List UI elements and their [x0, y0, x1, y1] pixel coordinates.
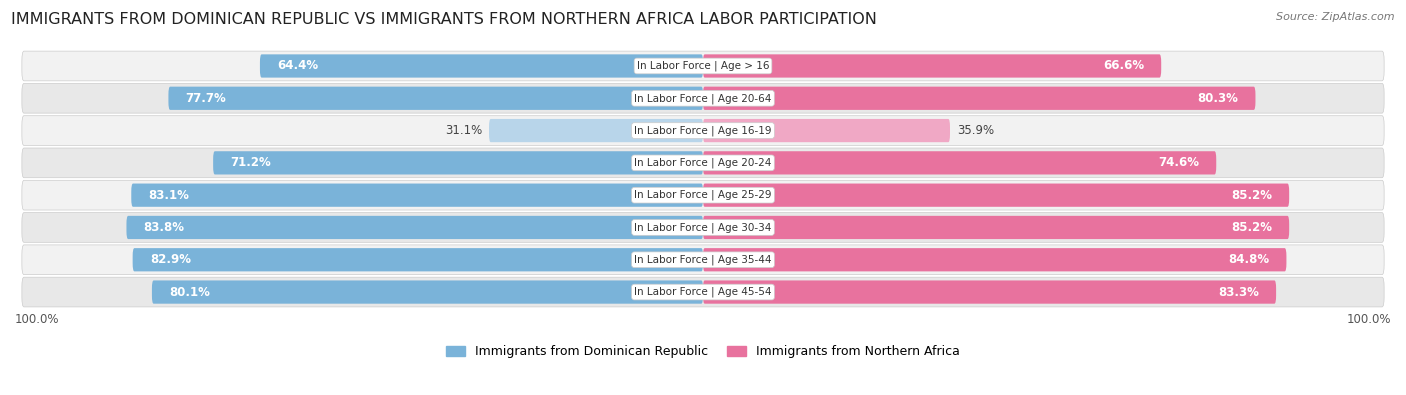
Text: 31.1%: 31.1%: [444, 124, 482, 137]
Text: 80.1%: 80.1%: [169, 286, 209, 299]
Text: 83.8%: 83.8%: [143, 221, 184, 234]
FancyBboxPatch shape: [260, 55, 703, 77]
FancyBboxPatch shape: [22, 83, 1384, 113]
FancyBboxPatch shape: [703, 248, 1286, 271]
Text: In Labor Force | Age 45-54: In Labor Force | Age 45-54: [634, 287, 772, 297]
FancyBboxPatch shape: [22, 245, 1384, 275]
FancyBboxPatch shape: [22, 180, 1384, 210]
Text: 80.3%: 80.3%: [1198, 92, 1239, 105]
FancyBboxPatch shape: [22, 116, 1384, 145]
FancyBboxPatch shape: [214, 151, 703, 175]
FancyBboxPatch shape: [22, 51, 1384, 81]
Text: In Labor Force | Age 35-44: In Labor Force | Age 35-44: [634, 254, 772, 265]
FancyBboxPatch shape: [22, 148, 1384, 178]
Text: 82.9%: 82.9%: [150, 253, 191, 266]
Text: In Labor Force | Age > 16: In Labor Force | Age > 16: [637, 61, 769, 71]
Text: Source: ZipAtlas.com: Source: ZipAtlas.com: [1277, 12, 1395, 22]
Text: 77.7%: 77.7%: [186, 92, 226, 105]
Text: 74.6%: 74.6%: [1159, 156, 1199, 169]
Text: 100.0%: 100.0%: [1347, 313, 1391, 326]
Text: 85.2%: 85.2%: [1232, 189, 1272, 202]
FancyBboxPatch shape: [22, 213, 1384, 242]
FancyBboxPatch shape: [703, 280, 1277, 304]
Text: 85.2%: 85.2%: [1232, 221, 1272, 234]
Text: 83.3%: 83.3%: [1218, 286, 1258, 299]
FancyBboxPatch shape: [132, 248, 703, 271]
FancyBboxPatch shape: [703, 151, 1216, 175]
FancyBboxPatch shape: [22, 277, 1384, 307]
Text: 35.9%: 35.9%: [957, 124, 994, 137]
FancyBboxPatch shape: [169, 87, 703, 110]
Text: 64.4%: 64.4%: [277, 60, 318, 72]
Text: IMMIGRANTS FROM DOMINICAN REPUBLIC VS IMMIGRANTS FROM NORTHERN AFRICA LABOR PART: IMMIGRANTS FROM DOMINICAN REPUBLIC VS IM…: [11, 12, 877, 27]
Legend: Immigrants from Dominican Republic, Immigrants from Northern Africa: Immigrants from Dominican Republic, Immi…: [441, 340, 965, 363]
Text: In Labor Force | Age 25-29: In Labor Force | Age 25-29: [634, 190, 772, 200]
Text: 84.8%: 84.8%: [1227, 253, 1270, 266]
Text: 71.2%: 71.2%: [231, 156, 271, 169]
FancyBboxPatch shape: [131, 184, 703, 207]
Text: 83.1%: 83.1%: [149, 189, 190, 202]
FancyBboxPatch shape: [703, 184, 1289, 207]
Text: 66.6%: 66.6%: [1102, 60, 1144, 72]
FancyBboxPatch shape: [703, 87, 1256, 110]
FancyBboxPatch shape: [489, 119, 703, 142]
FancyBboxPatch shape: [703, 216, 1289, 239]
Text: In Labor Force | Age 30-34: In Labor Force | Age 30-34: [634, 222, 772, 233]
FancyBboxPatch shape: [152, 280, 703, 304]
FancyBboxPatch shape: [703, 55, 1161, 77]
Text: In Labor Force | Age 20-64: In Labor Force | Age 20-64: [634, 93, 772, 103]
Text: In Labor Force | Age 20-24: In Labor Force | Age 20-24: [634, 158, 772, 168]
FancyBboxPatch shape: [703, 119, 950, 142]
FancyBboxPatch shape: [127, 216, 703, 239]
Text: 100.0%: 100.0%: [15, 313, 59, 326]
Text: In Labor Force | Age 16-19: In Labor Force | Age 16-19: [634, 125, 772, 136]
